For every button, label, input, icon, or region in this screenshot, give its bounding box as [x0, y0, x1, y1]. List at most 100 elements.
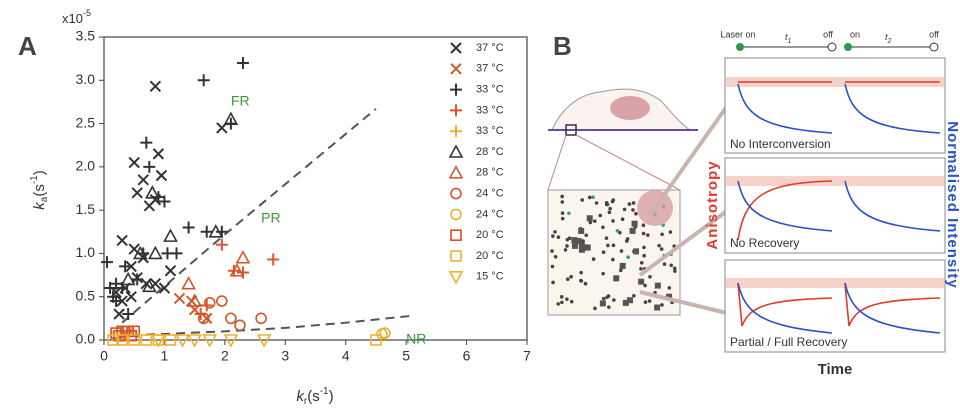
- y-tick-label: 2.0: [76, 158, 96, 174]
- point: [267, 253, 280, 266]
- x-label-main: k: [296, 388, 305, 405]
- molecule: [550, 249, 554, 253]
- cluster: [638, 278, 645, 285]
- legend-marker: [448, 271, 464, 285]
- molecule: [607, 305, 611, 309]
- point: [223, 111, 239, 126]
- molecule: [601, 296, 606, 301]
- point: [235, 250, 251, 264]
- molecule: [643, 300, 648, 304]
- legend-label: 24 °C: [476, 188, 504, 200]
- point: [140, 334, 153, 346]
- cluster: [633, 248, 640, 255]
- molecule: [580, 198, 585, 202]
- molecule: [569, 299, 574, 304]
- molecule: [579, 278, 583, 283]
- molecule: [593, 306, 597, 311]
- plot-frame: [103, 36, 528, 341]
- molecule: [559, 295, 564, 299]
- panel-label: A: [18, 31, 37, 61]
- molecule: [556, 302, 561, 306]
- cluster: [571, 242, 578, 249]
- intensity-label: Normalised Intensity: [944, 121, 960, 289]
- molecule: [631, 201, 636, 205]
- molecule: [639, 266, 643, 271]
- zoom-line: [547, 134, 567, 191]
- cluster: [654, 304, 661, 311]
- point: [236, 56, 249, 69]
- timeline-label: off: [929, 29, 939, 39]
- point: [229, 263, 245, 277]
- molecule: [642, 253, 646, 258]
- molecule: [587, 195, 592, 200]
- molecule: [611, 219, 615, 223]
- molecule: [611, 257, 615, 262]
- point: [202, 334, 218, 348]
- laser-off-dot: [827, 42, 837, 52]
- legend-marker: [450, 229, 462, 241]
- point: [187, 293, 202, 307]
- molecule: [565, 277, 570, 282]
- molecule: [611, 243, 616, 248]
- legend-marker: [450, 42, 462, 54]
- band: [726, 176, 944, 186]
- molecule: [604, 236, 609, 240]
- molecule: [565, 244, 569, 248]
- subpanel-label: Partial / Full Recovery: [730, 335, 847, 349]
- molecule: [659, 247, 664, 251]
- molecule: [619, 268, 623, 273]
- molecule: [668, 230, 673, 234]
- molecule: [657, 243, 661, 248]
- t1: t: [785, 32, 788, 42]
- y-multiplier-exp: -5: [83, 8, 91, 18]
- point: [149, 278, 162, 290]
- y-axis-label: ka(s-1): [29, 170, 50, 209]
- y-tick-label: 3.0: [76, 71, 96, 87]
- point: [131, 273, 144, 286]
- legend-marker: [450, 250, 462, 262]
- molecule: [556, 235, 561, 239]
- y-multiplier: x10-5: [62, 8, 91, 26]
- point: [182, 221, 195, 234]
- arrow: [648, 93, 737, 217]
- molecule: [553, 255, 558, 259]
- molecule: [598, 213, 603, 218]
- molecule: [591, 195, 595, 200]
- molecule: [592, 219, 597, 223]
- point: [200, 225, 213, 238]
- legend-marker: [448, 144, 464, 158]
- molecule: [660, 303, 664, 307]
- molecule: [601, 250, 606, 255]
- cluster: [622, 299, 629, 306]
- molecule: [584, 233, 589, 238]
- y-multiplier-base: x10: [62, 11, 83, 26]
- point: [215, 238, 228, 251]
- legend-label: 28 °C: [476, 167, 504, 179]
- molecule: [607, 210, 612, 215]
- molecule: [634, 211, 638, 216]
- molecule: [560, 200, 565, 204]
- cluster: [584, 244, 591, 251]
- molecule: [601, 271, 605, 276]
- laser-off-dot: [929, 42, 939, 52]
- cluster: [578, 227, 585, 234]
- legend-marker: [450, 83, 462, 96]
- y-tick-label: 0.0: [76, 331, 96, 347]
- molecule: [588, 220, 593, 225]
- subpanel-label: No Recovery: [730, 236, 799, 250]
- cluster: [619, 262, 626, 269]
- molecule: [563, 248, 568, 252]
- molecule: [620, 217, 625, 222]
- legend-marker: [450, 125, 462, 138]
- legend-label: 24 °C: [476, 208, 504, 220]
- molecule: [632, 293, 636, 298]
- curves: [737, 81, 941, 334]
- timeline-label: on: [850, 29, 860, 39]
- point: [149, 80, 162, 93]
- point: [173, 292, 186, 305]
- cluster: [571, 237, 578, 244]
- molecule: [627, 202, 632, 206]
- legend-label: 33 °C: [476, 104, 504, 116]
- laser-on-dot: [736, 43, 744, 51]
